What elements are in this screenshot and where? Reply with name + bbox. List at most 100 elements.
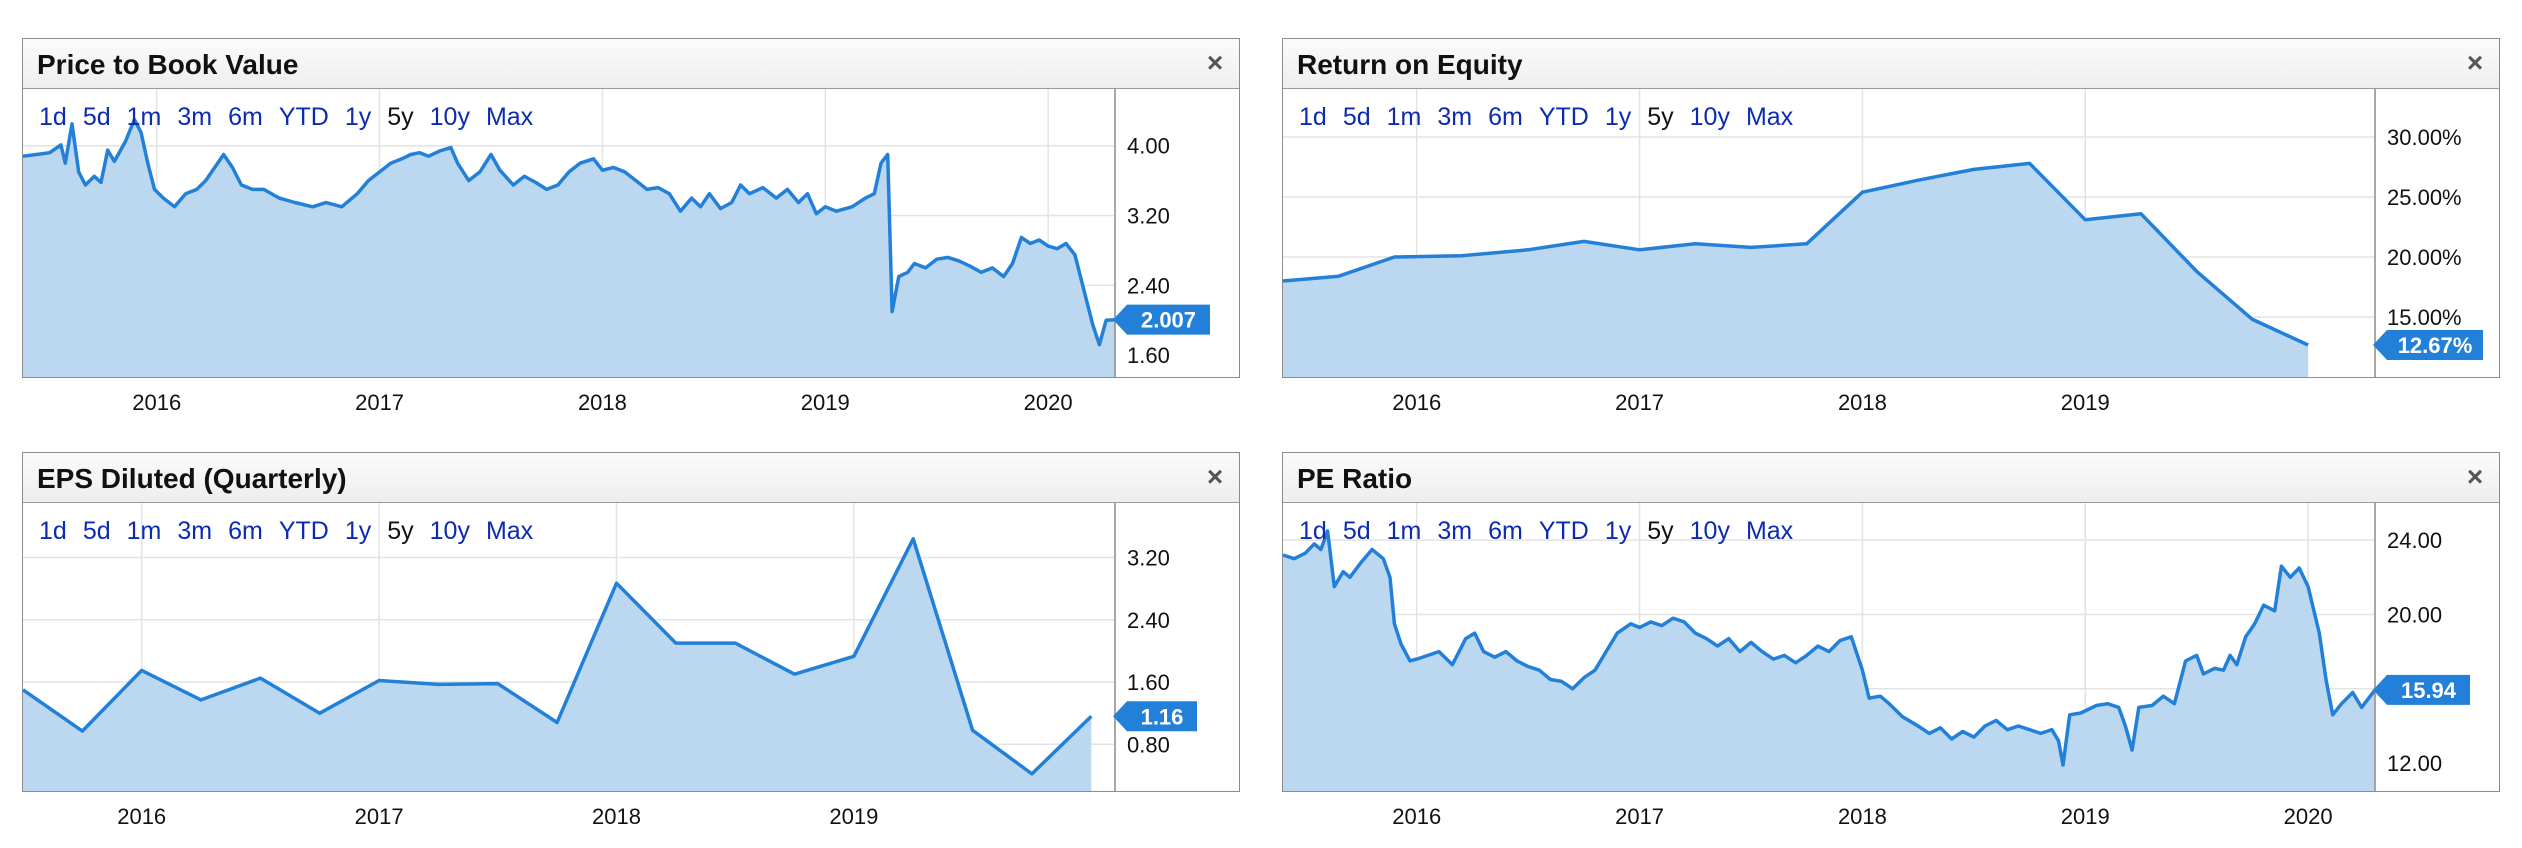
area-fill — [1283, 530, 2375, 791]
range-selector: 1d 5d 1m 3m 6m YTD 1y 5y 10y Max — [39, 103, 533, 132]
range-1y[interactable]: 1y — [1604, 517, 1632, 545]
x-tick-label: 2017 — [355, 390, 404, 415]
x-tick-label: 2016 — [1392, 804, 1441, 829]
range-6m[interactable]: 6m — [1488, 103, 1523, 131]
area-fill — [23, 538, 1092, 791]
panel-header: Return on Equity × — [1283, 39, 2499, 89]
range-1m[interactable]: 1m — [126, 103, 162, 131]
range-1d[interactable]: 1d — [1299, 517, 1327, 545]
range-1m[interactable]: 1m — [1386, 517, 1422, 545]
close-icon[interactable]: × — [2466, 47, 2484, 78]
area-fill — [1283, 163, 2309, 377]
last-value-badge — [1113, 701, 1197, 732]
range-5y[interactable]: 5y — [1647, 103, 1674, 131]
range-max[interactable]: Max — [1745, 517, 1794, 545]
x-tick-label: 2016 — [1392, 390, 1441, 415]
close-icon[interactable]: × — [1206, 47, 1224, 78]
last-value-badge — [1113, 304, 1210, 335]
series-line — [1282, 529, 2377, 767]
range-3m[interactable]: 3m — [177, 103, 213, 131]
x-tick-label: 2017 — [1615, 390, 1664, 415]
x-tick-label: 2019 — [801, 390, 850, 415]
range-selector: 1d 5d 1m 3m 6m YTD 1y 5y 10y Max — [39, 517, 533, 546]
range-ytd[interactable]: YTD — [1538, 517, 1589, 545]
y-tick-label: 30.00% — [2387, 125, 2462, 150]
x-tick-label: 2018 — [1838, 804, 1887, 829]
y-tick-label: 20.00% — [2387, 245, 2462, 270]
range-ytd[interactable]: YTD — [1538, 103, 1589, 131]
range-10y[interactable]: 10y — [429, 103, 470, 131]
range-3m[interactable]: 3m — [177, 517, 213, 545]
x-tick-label: 2017 — [355, 804, 404, 829]
series-line — [1282, 161, 2309, 347]
range-5y[interactable]: 5y — [387, 103, 414, 131]
x-tick-label: 2018 — [578, 390, 627, 415]
range-1d[interactable]: 1d — [1299, 103, 1327, 131]
range-ytd[interactable]: YTD — [278, 517, 329, 545]
range-1d[interactable]: 1d — [39, 517, 67, 545]
x-tick-label: 2016 — [117, 804, 166, 829]
last-value-label: 12.67% — [2398, 333, 2473, 358]
range-10y[interactable]: 10y — [429, 517, 470, 545]
x-tick-label: 2019 — [2061, 390, 2110, 415]
panel-title: Return on Equity — [1297, 49, 1523, 80]
panel-title: Price to Book Value — [37, 49, 299, 80]
range-max[interactable]: Max — [1745, 103, 1794, 131]
range-5y[interactable]: 5y — [1647, 517, 1674, 545]
range-3m[interactable]: 3m — [1437, 103, 1473, 131]
range-1d[interactable]: 1d — [39, 103, 67, 131]
range-5d[interactable]: 5d — [1342, 103, 1371, 131]
x-tick-label: 2018 — [1838, 390, 1887, 415]
range-selector: 1d 5d 1m 3m 6m YTD 1y 5y 10y Max — [1299, 103, 1793, 132]
panel-title: EPS Diluted (Quarterly) — [37, 463, 347, 494]
price-to-book-chart: 4.00 3.20 2.40 1.60 2016 2017 2018 2019 2020 2.00… — [22, 89, 1210, 415]
range-3m[interactable]: 3m — [1437, 517, 1473, 545]
last-value-label: 2.007 — [1141, 308, 1196, 333]
close-icon[interactable]: × — [2466, 461, 2484, 492]
range-6m[interactable]: 6m — [228, 517, 263, 545]
x-tick-label: 2016 — [132, 390, 181, 415]
y-tick-label: 4.00 — [1127, 134, 1170, 159]
range-1m[interactable]: 1m — [1386, 103, 1422, 131]
range-1y[interactable]: 1y — [1604, 103, 1632, 131]
range-ytd[interactable]: YTD — [278, 103, 329, 131]
plot-area: 4.00 3.20 2.40 1.60 2016 2017 2018 2019 2020 2.00… — [22, 89, 1239, 415]
range-selector: 1d 5d 1m 3m 6m YTD 1y 5y 10y Max — [1299, 517, 1793, 546]
y-tick-label: 25.00% — [2387, 185, 2462, 210]
x-tick-label: 2019 — [2061, 804, 2110, 829]
y-tick-label: 3.20 — [1127, 204, 1170, 229]
panel-title: PE Ratio — [1297, 463, 1413, 494]
last-value-label: 15.94 — [2401, 678, 2457, 703]
y-tick-label: 15.00% — [2387, 305, 2462, 330]
panel-header: EPS Diluted (Quarterly) × — [23, 453, 1239, 503]
range-max[interactable]: Max — [485, 517, 534, 545]
range-5d[interactable]: 5d — [82, 103, 111, 131]
panel-pe-ratio: PE Ratio × 24.0020.0016.0012.00201620172… — [1282, 452, 2500, 829]
pe-ratio-chart: 24.0020.0016.0012.0020162017201820192020… — [1282, 503, 2470, 829]
x-tick-label: 2019 — [829, 804, 878, 829]
y-tick-label: 3.20 — [1127, 545, 1170, 570]
plot-area: 24.0020.0016.0012.0020162017201820192020… — [1282, 503, 2499, 829]
range-6m[interactable]: 6m — [228, 103, 263, 131]
range-1y[interactable]: 1y — [344, 103, 372, 131]
range-6m[interactable]: 6m — [1488, 517, 1523, 545]
range-1y[interactable]: 1y — [344, 517, 372, 545]
y-tick-label: 12.00 — [2387, 751, 2442, 776]
plot-area: 3.20 2.40 1.60 0.80 2016 2017 2018 2019 1.16 — [21, 503, 1239, 829]
x-tick-label: 2020 — [1024, 390, 1073, 415]
range-5d[interactable]: 5d — [82, 517, 111, 545]
x-tick-label: 2018 — [592, 804, 641, 829]
range-5y[interactable]: 5y — [387, 517, 414, 545]
y-tick-label: 1.60 — [1127, 343, 1170, 368]
last-value-badge — [2373, 674, 2470, 705]
range-10y[interactable]: 10y — [1689, 103, 1730, 131]
range-max[interactable]: Max — [485, 103, 534, 131]
y-tick-label: 2.40 — [1127, 273, 1170, 298]
range-1m[interactable]: 1m — [126, 517, 162, 545]
y-tick-label: 20.00 — [2387, 602, 2442, 627]
last-value-label: 1.16 — [1141, 704, 1184, 729]
range-5d[interactable]: 5d — [1342, 517, 1371, 545]
range-10y[interactable]: 10y — [1689, 517, 1730, 545]
close-icon[interactable]: × — [1206, 461, 1224, 492]
x-tick-label: 2020 — [2284, 804, 2333, 829]
